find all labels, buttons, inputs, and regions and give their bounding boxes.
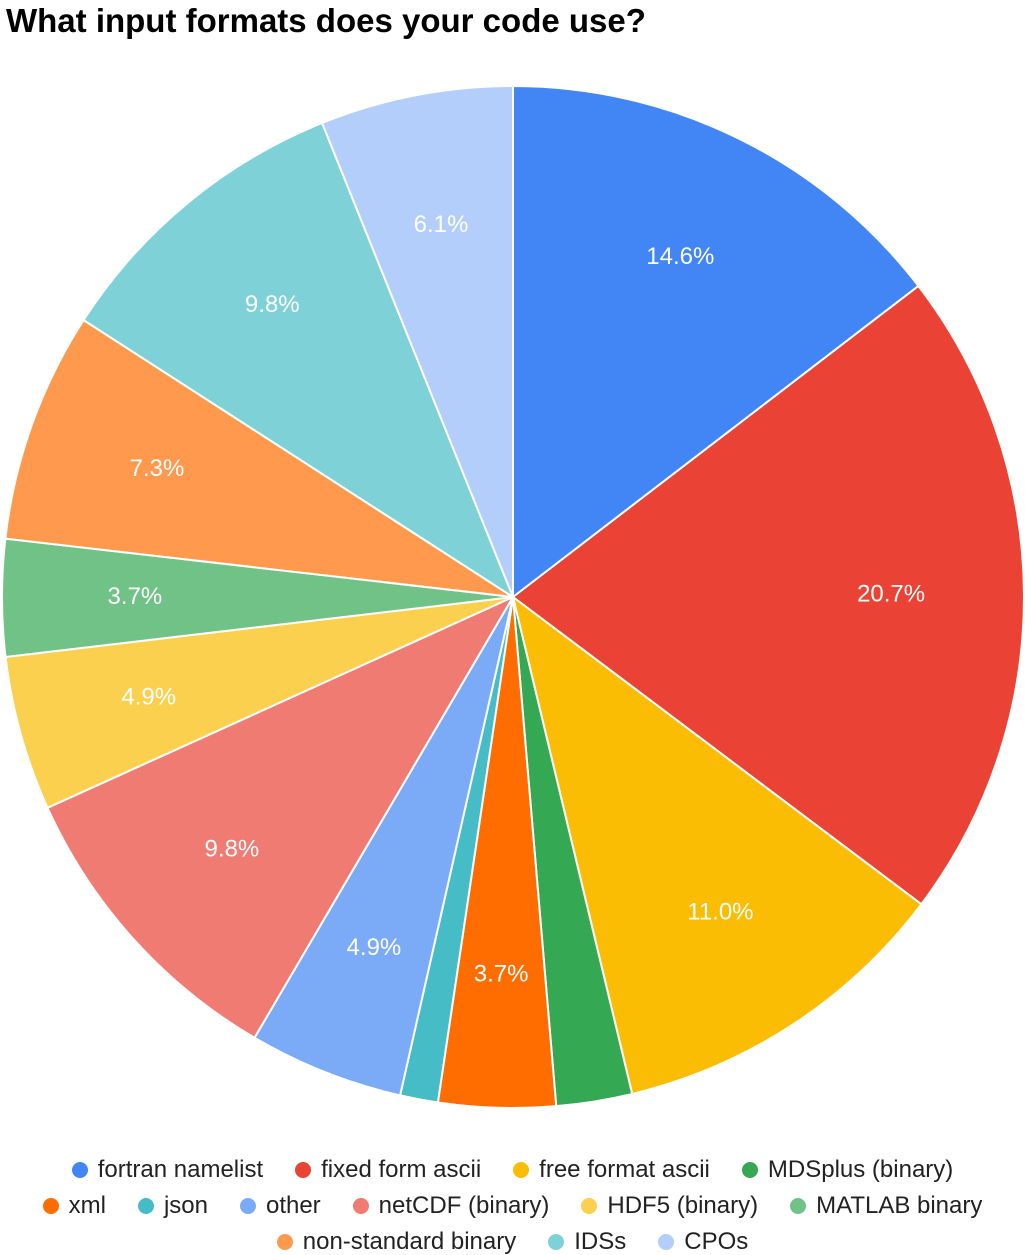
pie-slice-other — [253, 596, 514, 1097]
legend-label: xml — [68, 1192, 106, 1219]
slice-value-label-other: 4.9% — [347, 934, 402, 961]
slice-value-label-cpos: 6.1% — [414, 211, 469, 238]
legend-label: free format ascii — [539, 1156, 710, 1183]
legend-swatch-icon — [548, 1234, 565, 1250]
legend-swatch-icon — [137, 1198, 154, 1214]
pie-slice-cpos — [320, 84, 514, 598]
slice-value-label-fortran-namelist: 14.6% — [646, 243, 714, 270]
legend-item-fixed-form-ascii[interactable]: fixed form ascii — [295, 1156, 481, 1184]
pie-slice-fortran-namelist — [512, 84, 920, 600]
legend-label: netCDF (binary) — [378, 1192, 550, 1219]
legend-swatch-icon — [581, 1198, 598, 1214]
legend-swatch-icon — [239, 1198, 256, 1214]
pie-slice-fixed-form-ascii — [511, 284, 1025, 906]
legend-swatch-icon — [295, 1162, 312, 1178]
legend-item-hdf5-binary[interactable]: HDF5 (binary) — [581, 1192, 758, 1220]
legend-item-fortran-namelist[interactable]: fortran namelist — [71, 1156, 264, 1184]
legend-label: IDSs — [574, 1228, 627, 1255]
chart-legend: fortran namelist fixed form ascii free for… — [0, 1152, 1025, 1255]
legend-label: json — [163, 1192, 208, 1219]
legend-item-xml[interactable]: xml — [42, 1192, 106, 1220]
legend-item-non-standard-binary[interactable]: non-standard binary — [276, 1228, 517, 1255]
legend-label: MDSplus (binary) — [767, 1156, 954, 1183]
slice-value-label-hdf5-binary: 4.9% — [121, 684, 176, 711]
legend-row-1: fortran namelist fixed form ascii free for… — [0, 1152, 1025, 1188]
pie-slice-netcdf-binary — [46, 594, 516, 1040]
pie-chart: 14.6% 20.7% 11.0% 3.7% 4.9% 9.8% 4.9% 3.7% 7.3% 9… — [1, 84, 1025, 1109]
slice-value-label-netcdf-binary: 9.8% — [205, 835, 260, 862]
pie-slice-free-format-ascii — [511, 594, 923, 1096]
legend-item-cpos[interactable]: CPOs — [658, 1228, 748, 1255]
slice-value-label-fixed-form-ascii: 20.7% — [857, 581, 925, 608]
legend-item-mdsplus-binary[interactable]: MDSplus (binary) — [741, 1156, 954, 1184]
legend-item-matlab-binary[interactable]: MATLAB binary — [790, 1192, 982, 1220]
legend-swatch-icon — [42, 1198, 59, 1214]
legend-label: fixed form ascii — [321, 1156, 482, 1183]
legend-label: MATLAB binary — [816, 1192, 983, 1219]
slice-value-label-matlab-binary: 3.7% — [108, 583, 163, 610]
legend-item-json[interactable]: json — [137, 1192, 208, 1220]
pie-slice-non-standard-binary — [4, 318, 514, 598]
legend-item-netcdf-binary[interactable]: netCDF (binary) — [352, 1192, 550, 1220]
legend-label: CPOs — [684, 1228, 749, 1255]
slice-value-label-xml: 3.7% — [474, 960, 529, 987]
legend-swatch-icon — [741, 1162, 758, 1178]
legend-swatch-icon — [658, 1234, 675, 1250]
legend-swatch-icon — [352, 1198, 369, 1214]
pie-slice-idss — [82, 121, 516, 600]
slice-value-label-idss: 9.8% — [245, 291, 300, 318]
legend-swatch-icon — [71, 1162, 88, 1178]
legend-swatch-icon — [513, 1162, 530, 1178]
legend-item-other[interactable]: other — [239, 1192, 321, 1220]
legend-label: other — [265, 1192, 321, 1219]
pie-slice-hdf5-binary — [4, 596, 514, 810]
legend-swatch-icon — [276, 1234, 293, 1250]
legend-label: fortran namelist — [97, 1156, 264, 1183]
legend-label: non-standard binary — [302, 1228, 517, 1255]
slice-value-label-non-standard-binary: 7.3% — [130, 455, 185, 482]
chart-title: What input formats does your code use? — [6, 2, 646, 39]
slice-value-label-free-format-ascii: 11.0% — [687, 899, 753, 926]
legend-label: HDF5 (binary) — [607, 1192, 759, 1219]
legend-swatch-icon — [790, 1198, 807, 1214]
legend-row-2: xml json other netCDF (binary) HDF5 (binary)… — [0, 1188, 1025, 1224]
legend-item-free-format-ascii[interactable]: free format ascii — [513, 1156, 710, 1184]
legend-item-idss[interactable]: IDSs — [548, 1228, 626, 1255]
legend-row-3: non-standard binary IDSs CPOs — [0, 1224, 1025, 1255]
